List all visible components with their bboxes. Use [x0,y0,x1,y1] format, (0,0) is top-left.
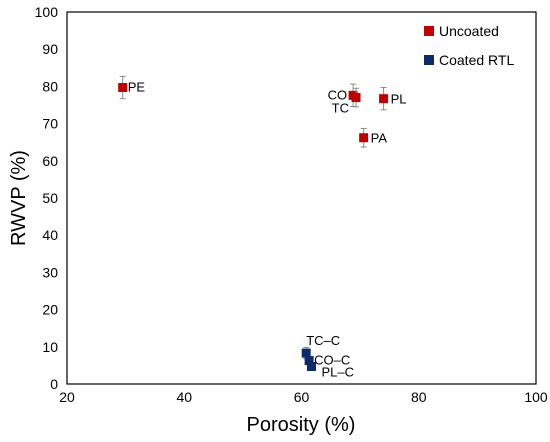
plot-area [66,11,537,385]
y-tick-label: 40 [42,227,58,243]
legend: Uncoated Coated RTL [424,23,514,68]
legend-swatch [424,26,434,36]
point-label: TC [332,101,349,116]
point-label: PL–C [321,365,354,380]
y-tick-label: 70 [42,116,58,132]
y-tick-label: 60 [42,153,58,169]
data-point [359,133,369,143]
data-point [351,93,361,103]
y-tick-label: 90 [42,41,58,57]
point-label: CO–C [314,353,350,368]
y-tick-label: 30 [42,264,58,280]
point-label: PE [128,80,146,95]
y-axis-title: RWVP (%) [8,150,30,246]
x-tick-label: 100 [524,389,548,405]
point-label: PL [391,92,407,107]
data-point [304,356,314,366]
x-tick-label: 20 [59,389,75,405]
y-tick-label: 20 [42,302,58,318]
legend-label: Uncoated [439,23,499,39]
y-tick-label: 80 [42,78,58,94]
data-point [118,83,128,93]
y-tick-label: 0 [50,376,58,392]
x-axis-title: Porosity (%) [247,414,356,436]
y-tick-label: 50 [42,190,58,206]
point-label: TC–C [306,333,340,348]
y-tick-label: 100 [35,4,59,20]
x-tick-label: 40 [176,389,192,405]
y-tick-label: 10 [42,339,58,355]
data-point [301,348,311,358]
x-tick-label: 80 [411,389,427,405]
x-tick-label: 60 [294,389,310,405]
legend-swatch [424,55,434,65]
data-point [379,94,389,104]
legend-label: Coated RTL [439,52,514,68]
point-label: PA [371,131,388,146]
point-label: CO [328,87,348,102]
data-point [306,362,316,372]
axis-ticks: 20 40 60 80 100 0 10 20 30 40 50 60 70 80 90 100 [35,4,548,405]
